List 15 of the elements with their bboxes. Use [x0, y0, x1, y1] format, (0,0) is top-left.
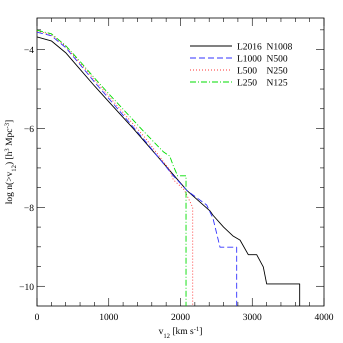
y-tick-label: −8 [24, 204, 34, 214]
line-series [37, 32, 238, 306]
x-tick-label: 2000 [171, 313, 190, 323]
x-tick-label: 1000 [99, 313, 118, 323]
y-tick-label: −6 [24, 124, 34, 135]
x-axis-title: v$_{12}$ [km s$^{-1}$] [158, 326, 202, 340]
x-tick-label: 3000 [242, 313, 262, 323]
legend-label: L500 N250 [237, 66, 288, 76]
legend-label: L1000 N500 [237, 54, 288, 64]
legend-label: L250 N125 [237, 78, 288, 88]
y-tick-label: −4 [24, 46, 34, 56]
x-tick-label: 0 [34, 313, 40, 323]
x-tick-label: 4000 [314, 313, 334, 323]
y-tick-label: −10 [19, 282, 34, 293]
legend-label: L2016 N1008 [237, 42, 293, 52]
